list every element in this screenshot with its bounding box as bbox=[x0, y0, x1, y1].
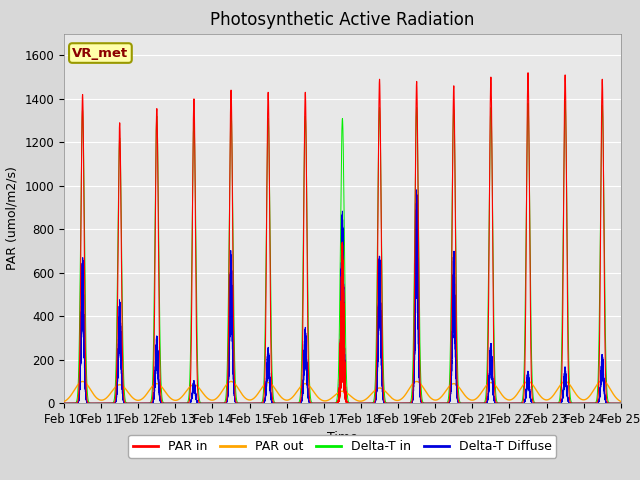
Title: Photosynthetic Active Radiation: Photosynthetic Active Radiation bbox=[210, 11, 475, 29]
Legend: PAR in, PAR out, Delta-T in, Delta-T Diffuse: PAR in, PAR out, Delta-T in, Delta-T Dif… bbox=[129, 435, 556, 458]
Text: VR_met: VR_met bbox=[72, 47, 129, 60]
Y-axis label: PAR (umol/m2/s): PAR (umol/m2/s) bbox=[6, 167, 19, 270]
X-axis label: Time: Time bbox=[327, 432, 358, 444]
